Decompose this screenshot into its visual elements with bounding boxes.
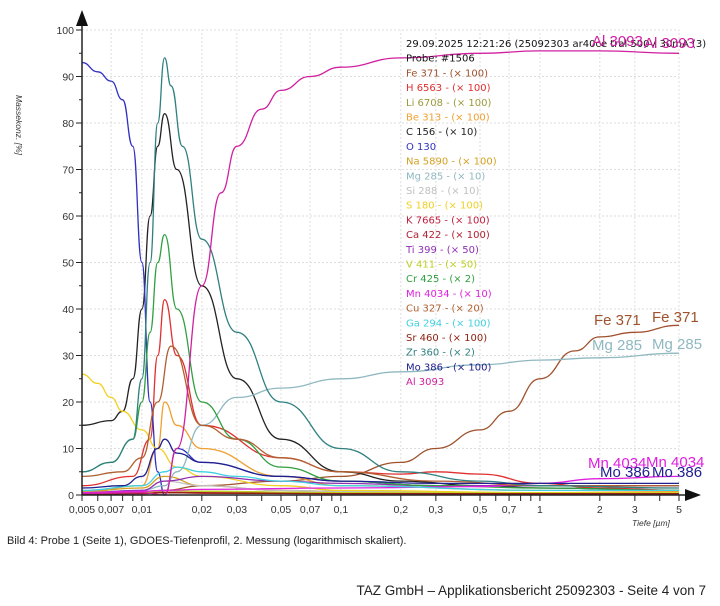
grid — [81, 29, 680, 495]
end-labels: Al 3093 Al 3093 Fe 371 Fe 371 Mg 285 Mg 285 Mn… — [588, 33, 704, 481]
x-tick-label: 0,2 — [394, 504, 409, 516]
legend: 29.09.2025 12:21:26 (25092303 ar40ce tra… — [405, 39, 706, 388]
y-tick-label: 40 — [62, 304, 74, 316]
series-end-label: Fe 371 — [594, 312, 641, 329]
series-end-label: Mn 4034 — [646, 454, 704, 471]
y-axis-arrow — [76, 10, 88, 26]
legend-entry: Mg 285 - (× 10) — [406, 171, 485, 182]
legend-entry: O 130 — [406, 142, 436, 153]
series-end-label: Mg 285 — [652, 336, 702, 353]
axes: 0 10 20 30 40 50 60 70 80 90 100 0,005 0,007 0,01 0,02… — [56, 10, 701, 516]
x-tick-label: 1 — [537, 504, 543, 516]
series-end-label: Mo 386 — [652, 464, 702, 481]
series-end-label: Al 3093 — [644, 35, 695, 52]
legend-entry: Ti 399 - (× 50) — [405, 245, 479, 256]
legend-entry: Na 5890 - (× 100) — [406, 157, 497, 168]
x-axis-arrow — [685, 489, 701, 501]
x-tick-label: 0,5 — [473, 504, 488, 516]
series-end-label: Al 3093 — [592, 33, 643, 50]
legend-entry: Be 313 - (× 100) — [406, 113, 490, 124]
series-line-mg — [81, 352, 680, 494]
x-tick-label: 0,005 — [69, 504, 95, 516]
legend-entry: V 411 - (× 50) — [406, 260, 477, 271]
y-tick-label: 20 — [62, 397, 74, 409]
series-line-fe — [81, 324, 680, 494]
y-tick-label: 0 — [68, 490, 74, 502]
series-line-al — [81, 50, 680, 496]
series-line-cr — [81, 233, 680, 492]
legend-header: 29.09.2025 12:21:26 (25092303 ar40ce tra… — [406, 39, 706, 50]
series-end-label: Mg 285 — [592, 337, 642, 354]
legend-entry: Mn 4034 - (× 10) — [406, 289, 492, 300]
figure-caption: Bild 4: Probe 1 (Seite 1), GDOES-Tiefenp… — [7, 535, 407, 547]
y-axis-label: Massekonz. [%] — [14, 95, 24, 156]
series-line-mo — [81, 438, 679, 489]
legend-entry: Zr 360 - (× 2) — [406, 348, 475, 359]
legend-entry: Cu 327 - (× 20) — [406, 304, 484, 315]
x-tick-label: 3 — [632, 504, 638, 516]
series-line-zr — [81, 57, 680, 489]
legend-entry: C 156 - (× 10) — [406, 127, 477, 138]
x-tick-label: 0,1 — [334, 504, 349, 516]
series-line-mn — [81, 475, 680, 494]
x-tick-label: 0,7 — [502, 504, 517, 516]
legend-entry: Ga 294 - (× 100) — [406, 318, 491, 329]
page-footer: TAZ GmbH – Applikationsbericht 25092303 … — [356, 583, 706, 598]
x-tick-label: 0,02 — [192, 504, 213, 516]
legend-entry: Mo 386 - (× 100) — [406, 362, 492, 373]
legend-entry: Al 3093 — [406, 377, 444, 388]
legend-entry: Cr 425 - (× 2) — [406, 274, 475, 285]
y-tick-label: 30 — [62, 351, 74, 363]
series-end-label: Fe 371 — [652, 309, 699, 326]
y-tick-label: 90 — [62, 72, 74, 84]
y-tick-label: 60 — [62, 211, 74, 223]
y-tick-label: 100 — [56, 25, 74, 37]
x-axis-label: Tiefe [µm] — [632, 518, 671, 528]
series-line-ga — [81, 466, 679, 492]
series-line-c — [81, 113, 680, 492]
y-tick-label: 10 — [62, 444, 74, 456]
x-tick-label: 0,05 — [271, 504, 292, 516]
x-tick-label: 0,01 — [132, 504, 153, 516]
legend-entry: H 6563 - (× 100) — [406, 83, 491, 94]
legend-entry: Sr 460 - (× 100) — [406, 333, 487, 344]
series-end-label: Mn 4034 — [588, 455, 646, 472]
legend-entry: Fe 371 - (× 100) — [406, 68, 488, 79]
x-tick-label: 0,007 — [98, 504, 124, 516]
x-tick-label: 0,07 — [300, 504, 321, 516]
x-tick-label: 5 — [676, 504, 682, 516]
legend-entry: Li 6708 - (× 100) — [406, 98, 491, 109]
y-tick-label: 70 — [62, 165, 74, 177]
depth-profile-chart: 0 10 20 30 40 50 60 70 80 90 100 0,005 0,007 0,01 0,02… — [14, 10, 706, 528]
legend-entry: Ca 422 - (× 100) — [406, 230, 490, 241]
x-tick-label: 0,3 — [429, 504, 444, 516]
x-tick-label: 2 — [597, 504, 603, 516]
series-end-label: Mo 386 — [600, 464, 650, 481]
legend-entry: S 180 - (× 100) — [406, 201, 483, 212]
legend-entry: Si 288 - (× 10) — [406, 186, 480, 197]
x-tick-label: 0,03 — [227, 504, 248, 516]
y-tick-label: 80 — [62, 118, 74, 130]
series-lines — [81, 50, 680, 496]
y-tick-label: 50 — [62, 258, 74, 270]
legend-header: Probe: #1506 — [406, 54, 475, 65]
legend-entry: K 7665 - (× 100) — [406, 215, 490, 226]
